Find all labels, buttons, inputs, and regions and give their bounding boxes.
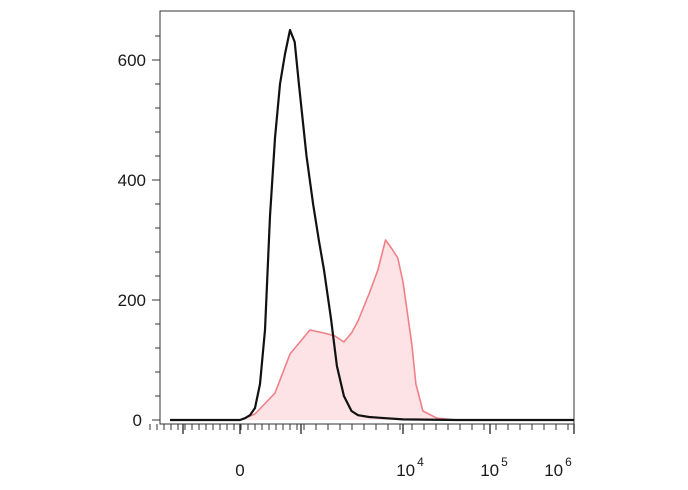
x-tick-label: 0 <box>235 461 244 480</box>
series-line-stained <box>170 239 574 421</box>
y-tick-label: 200 <box>118 291 146 310</box>
x-tick-label: 10 6 <box>544 455 572 480</box>
series-layer <box>170 28 574 422</box>
y-axis: 0 200 400 600 <box>118 35 160 430</box>
series-area-stained <box>170 240 574 420</box>
x-axis: 0 10 4 10 5 10 6 <box>149 424 575 480</box>
series-line-control <box>170 28 574 422</box>
y-tick-label: 400 <box>118 171 146 190</box>
x-tick-label: 10 5 <box>480 455 508 480</box>
x-tick-label: 10 4 <box>396 455 424 480</box>
y-tick-label: 0 <box>133 411 142 430</box>
y-tick-label: 600 <box>118 51 146 70</box>
